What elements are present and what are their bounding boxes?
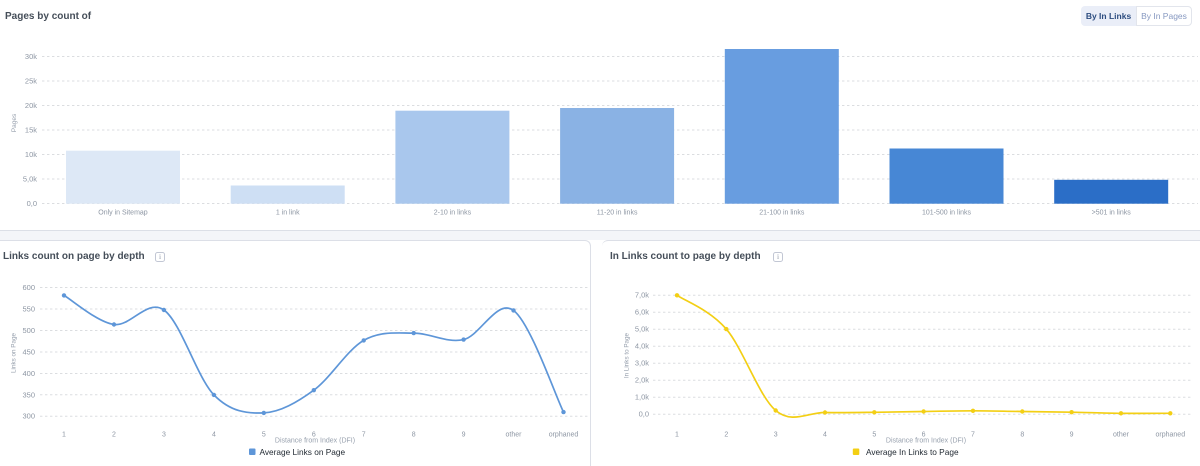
svg-text:6: 6 bbox=[922, 432, 926, 439]
svg-text:5,0k: 5,0k bbox=[635, 325, 649, 334]
svg-text:orphaned: orphaned bbox=[549, 432, 579, 439]
svg-text:7: 7 bbox=[971, 432, 975, 439]
svg-text:8: 8 bbox=[1020, 432, 1024, 439]
svg-text:101-500 in links: 101-500 in links bbox=[922, 210, 972, 217]
svg-text:3: 3 bbox=[162, 432, 166, 439]
svg-text:4: 4 bbox=[212, 432, 216, 439]
svg-text:21-100 in links: 21-100 in links bbox=[759, 210, 805, 217]
svg-text:300: 300 bbox=[22, 412, 35, 421]
svg-text:550: 550 bbox=[22, 305, 35, 314]
svg-text:other: other bbox=[506, 432, 523, 439]
svg-text:500: 500 bbox=[22, 326, 35, 335]
svg-text:1: 1 bbox=[675, 432, 679, 439]
svg-text:30k: 30k bbox=[25, 52, 37, 61]
svg-text:4,0k: 4,0k bbox=[635, 342, 649, 351]
svg-text:3,0k: 3,0k bbox=[635, 359, 649, 368]
svg-text:350: 350 bbox=[22, 390, 35, 399]
svg-text:2: 2 bbox=[724, 432, 728, 439]
svg-text:1,0k: 1,0k bbox=[635, 393, 649, 402]
svg-text:2,0k: 2,0k bbox=[635, 376, 649, 385]
svg-text:7,0k: 7,0k bbox=[635, 291, 649, 300]
svg-text:0,0: 0,0 bbox=[639, 410, 649, 419]
svg-text:other: other bbox=[1113, 432, 1130, 439]
svg-text:9: 9 bbox=[1070, 432, 1074, 439]
svg-text:In Links to Page: In Links to Page bbox=[624, 332, 631, 378]
svg-text:2: 2 bbox=[112, 432, 116, 439]
svg-text:450: 450 bbox=[22, 348, 35, 357]
svg-text:1: 1 bbox=[62, 432, 66, 439]
svg-text:15k: 15k bbox=[25, 126, 37, 135]
svg-text:7: 7 bbox=[362, 432, 366, 439]
svg-text:>501 in links: >501 in links bbox=[1092, 210, 1132, 217]
svg-text:orphaned: orphaned bbox=[1156, 432, 1186, 439]
svg-text:8: 8 bbox=[412, 432, 416, 439]
svg-text:4: 4 bbox=[823, 432, 827, 439]
svg-text:5: 5 bbox=[262, 432, 266, 439]
svg-text:Average In Links to Page: Average In Links to Page bbox=[866, 447, 959, 457]
svg-text:3: 3 bbox=[774, 432, 778, 439]
svg-text:11-20 in links: 11-20 in links bbox=[597, 210, 638, 217]
svg-text:1 in link: 1 in link bbox=[276, 210, 300, 217]
svg-text:Average Links on Page: Average Links on Page bbox=[260, 447, 346, 457]
svg-text:Pages: Pages bbox=[11, 113, 18, 132]
svg-text:0,0: 0,0 bbox=[27, 199, 37, 208]
svg-text:600: 600 bbox=[22, 283, 35, 292]
svg-text:20k: 20k bbox=[25, 101, 37, 110]
svg-text:Distance from Index (DFI): Distance from Index (DFI) bbox=[886, 438, 966, 445]
svg-text:400: 400 bbox=[22, 369, 35, 378]
svg-text:6,0k: 6,0k bbox=[635, 308, 649, 317]
svg-text:6: 6 bbox=[312, 432, 316, 439]
svg-text:Only in Sitemap: Only in Sitemap bbox=[98, 210, 148, 217]
svg-text:9: 9 bbox=[462, 432, 466, 439]
svg-text:Distance from Index (DFI): Distance from Index (DFI) bbox=[275, 438, 355, 445]
svg-text:Links on Page: Links on Page bbox=[11, 333, 18, 373]
svg-text:25k: 25k bbox=[25, 77, 37, 86]
svg-text:5,0k: 5,0k bbox=[23, 175, 37, 184]
svg-text:2-10 in links: 2-10 in links bbox=[434, 210, 472, 217]
svg-text:10k: 10k bbox=[25, 150, 37, 159]
svg-text:5: 5 bbox=[872, 432, 876, 439]
